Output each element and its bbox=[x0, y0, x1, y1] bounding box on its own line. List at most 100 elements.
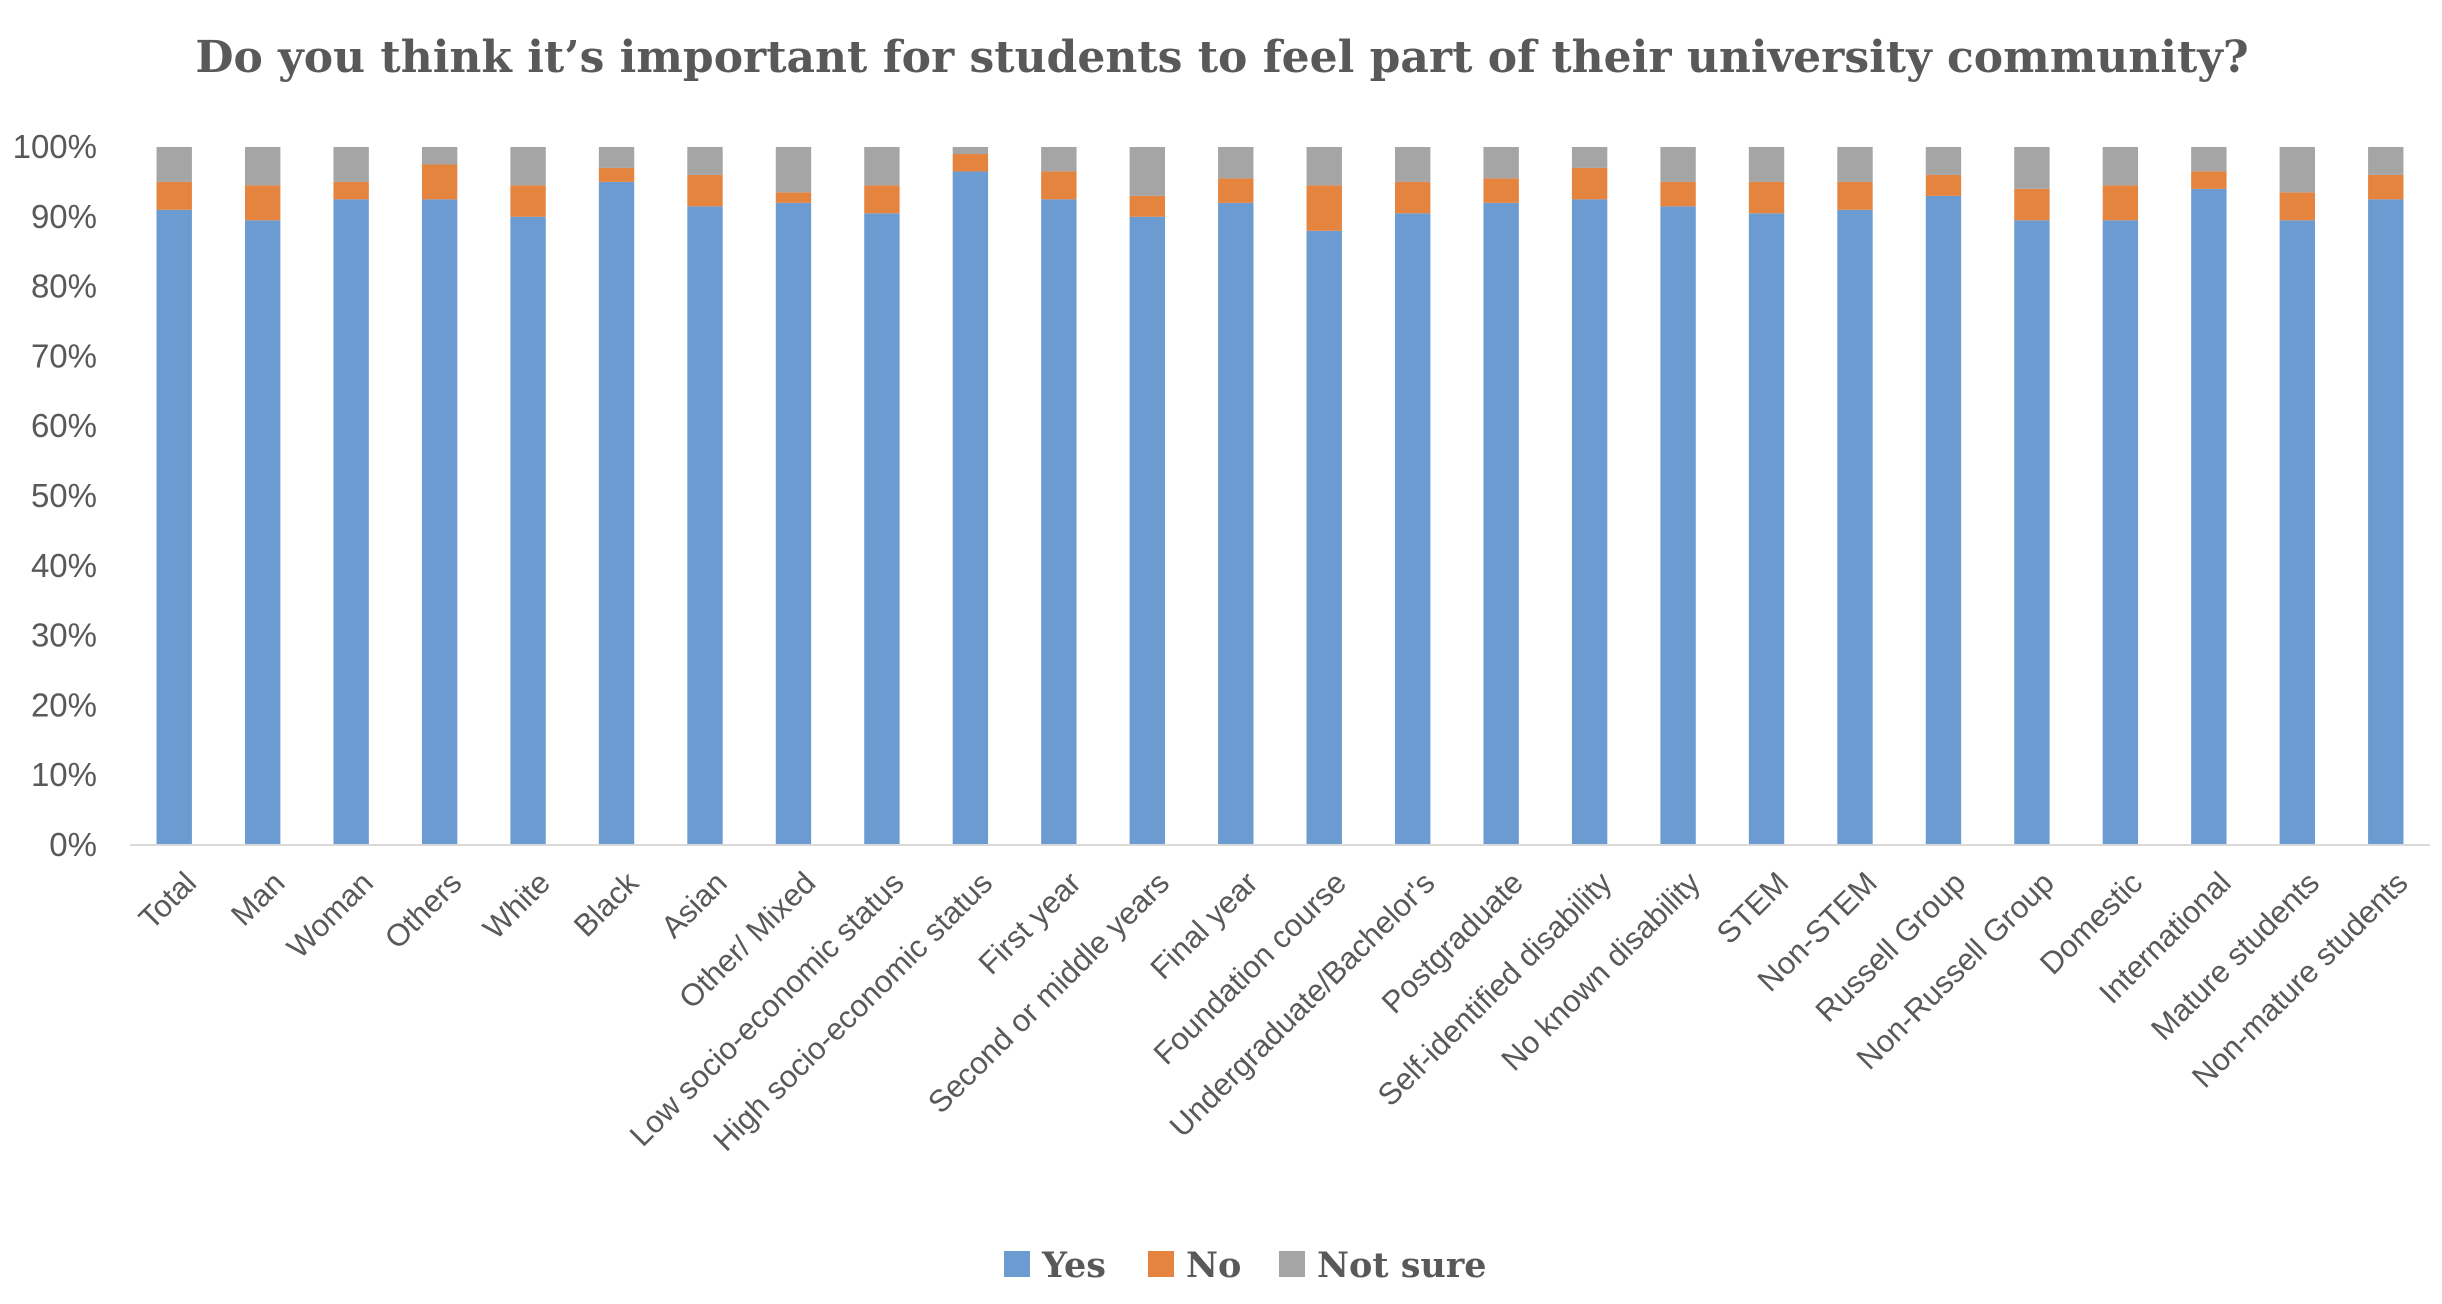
legend-swatch bbox=[1148, 1251, 1174, 1277]
x-tick-label: Black bbox=[567, 865, 646, 944]
bar-not-sure bbox=[2014, 147, 2050, 189]
bar-yes bbox=[1837, 209, 1873, 845]
y-tick-label: 100% bbox=[13, 128, 97, 165]
bar-no bbox=[952, 153, 989, 172]
bar-not-sure bbox=[864, 147, 900, 186]
legend-swatch bbox=[1279, 1251, 1305, 1277]
bar-yes bbox=[1925, 195, 1962, 846]
bar-not-sure bbox=[1395, 147, 1431, 182]
bar-yes bbox=[1571, 199, 1608, 846]
bar-no bbox=[421, 164, 458, 200]
bar-yes bbox=[1218, 202, 1254, 846]
bar-not-sure bbox=[2191, 147, 2227, 172]
bar-no bbox=[333, 181, 369, 200]
bar-yes bbox=[2191, 188, 2227, 845]
bar-no bbox=[864, 185, 900, 214]
bar-not-sure bbox=[1041, 147, 1077, 172]
chart-title: Do you think it’s important for students… bbox=[195, 32, 2248, 83]
bar-yes bbox=[2368, 199, 2404, 846]
y-tick-label: 60% bbox=[31, 407, 97, 444]
bar-no bbox=[1483, 178, 1519, 203]
legend-label: Yes bbox=[1041, 1245, 1106, 1286]
bar-yes bbox=[2102, 220, 2139, 846]
bar-yes bbox=[1483, 202, 1519, 846]
bar-not-sure bbox=[1925, 147, 1962, 175]
bar-not-sure bbox=[775, 147, 812, 193]
bar-no bbox=[245, 185, 281, 221]
bar-no bbox=[2102, 185, 2139, 221]
bar-no bbox=[1041, 171, 1077, 200]
bar-yes bbox=[1306, 230, 1342, 845]
x-tick-label: Total bbox=[132, 865, 203, 936]
bar-not-sure bbox=[1218, 147, 1254, 179]
y-axis: 0% 10% 20% 30% 40% 50% 60% 70% 80% 90% 100% bbox=[13, 128, 97, 863]
bar-no bbox=[1306, 185, 1342, 231]
bar-yes bbox=[2279, 220, 2315, 846]
bar-no bbox=[1748, 181, 1785, 214]
bar-not-sure bbox=[2368, 147, 2404, 175]
bar-yes bbox=[2014, 220, 2050, 846]
bar-no bbox=[1660, 181, 1696, 207]
bar-yes bbox=[1129, 216, 1165, 846]
legend-label: Not sure bbox=[1317, 1245, 1487, 1286]
bar-not-sure bbox=[1483, 147, 1519, 179]
bar-not-sure bbox=[1571, 147, 1608, 168]
bar-yes bbox=[1748, 213, 1785, 845]
bar-yes bbox=[333, 199, 369, 846]
bar-not-sure bbox=[1837, 147, 1873, 182]
bar-yes bbox=[156, 209, 192, 845]
bar-no bbox=[2368, 174, 2404, 200]
bar-yes bbox=[1395, 213, 1431, 845]
bar-not-sure bbox=[1660, 147, 1696, 182]
y-tick-label: 0% bbox=[49, 826, 97, 863]
y-tick-label: 70% bbox=[31, 337, 97, 374]
bar-yes bbox=[245, 220, 281, 846]
bar-yes bbox=[1660, 206, 1696, 845]
x-tick-label: White bbox=[476, 865, 557, 946]
bar-not-sure bbox=[2279, 147, 2315, 193]
bar-not-sure bbox=[1129, 147, 1165, 196]
bar-no bbox=[510, 185, 546, 217]
bar-not-sure bbox=[1306, 147, 1342, 186]
bar-yes bbox=[1041, 199, 1077, 846]
bar-no bbox=[2014, 188, 2050, 221]
legend: Yes No Not sure bbox=[1004, 1245, 1487, 1286]
bar-yes bbox=[421, 199, 458, 846]
bars bbox=[156, 147, 2404, 846]
bar-not-sure bbox=[421, 147, 458, 165]
legend-label: No bbox=[1186, 1245, 1241, 1286]
x-tick-label: Man bbox=[224, 865, 291, 932]
bar-not-sure bbox=[687, 147, 723, 175]
bar-no bbox=[1571, 167, 1608, 200]
bar-no bbox=[1837, 181, 1873, 210]
bar-yes bbox=[864, 213, 900, 845]
bar-yes bbox=[510, 216, 546, 846]
bar-not-sure bbox=[1748, 147, 1785, 182]
y-tick-label: 90% bbox=[31, 198, 97, 235]
bar-not-sure bbox=[333, 147, 369, 182]
bar-no bbox=[156, 181, 192, 210]
bar-not-sure bbox=[510, 147, 546, 186]
bar-yes bbox=[952, 171, 989, 845]
legend-swatch bbox=[1004, 1251, 1030, 1277]
bar-no bbox=[2279, 192, 2315, 221]
x-tick-label: Asian bbox=[654, 865, 734, 945]
bar-no bbox=[775, 192, 812, 203]
bar-not-sure bbox=[598, 147, 635, 168]
x-tick-label: Others bbox=[378, 865, 469, 956]
bar-no bbox=[1218, 178, 1254, 203]
bar-not-sure bbox=[952, 147, 989, 154]
y-tick-label: 80% bbox=[31, 268, 97, 305]
bar-yes bbox=[598, 181, 635, 845]
bar-not-sure bbox=[156, 147, 192, 182]
bar-no bbox=[687, 174, 723, 207]
bar-not-sure bbox=[2102, 147, 2139, 186]
y-tick-label: 20% bbox=[31, 686, 97, 723]
y-tick-label: 30% bbox=[31, 617, 97, 654]
bar-yes bbox=[775, 202, 812, 846]
bar-no bbox=[1925, 174, 1962, 196]
x-tick-label: STEM bbox=[1710, 865, 1796, 951]
y-tick-label: 10% bbox=[31, 756, 97, 793]
